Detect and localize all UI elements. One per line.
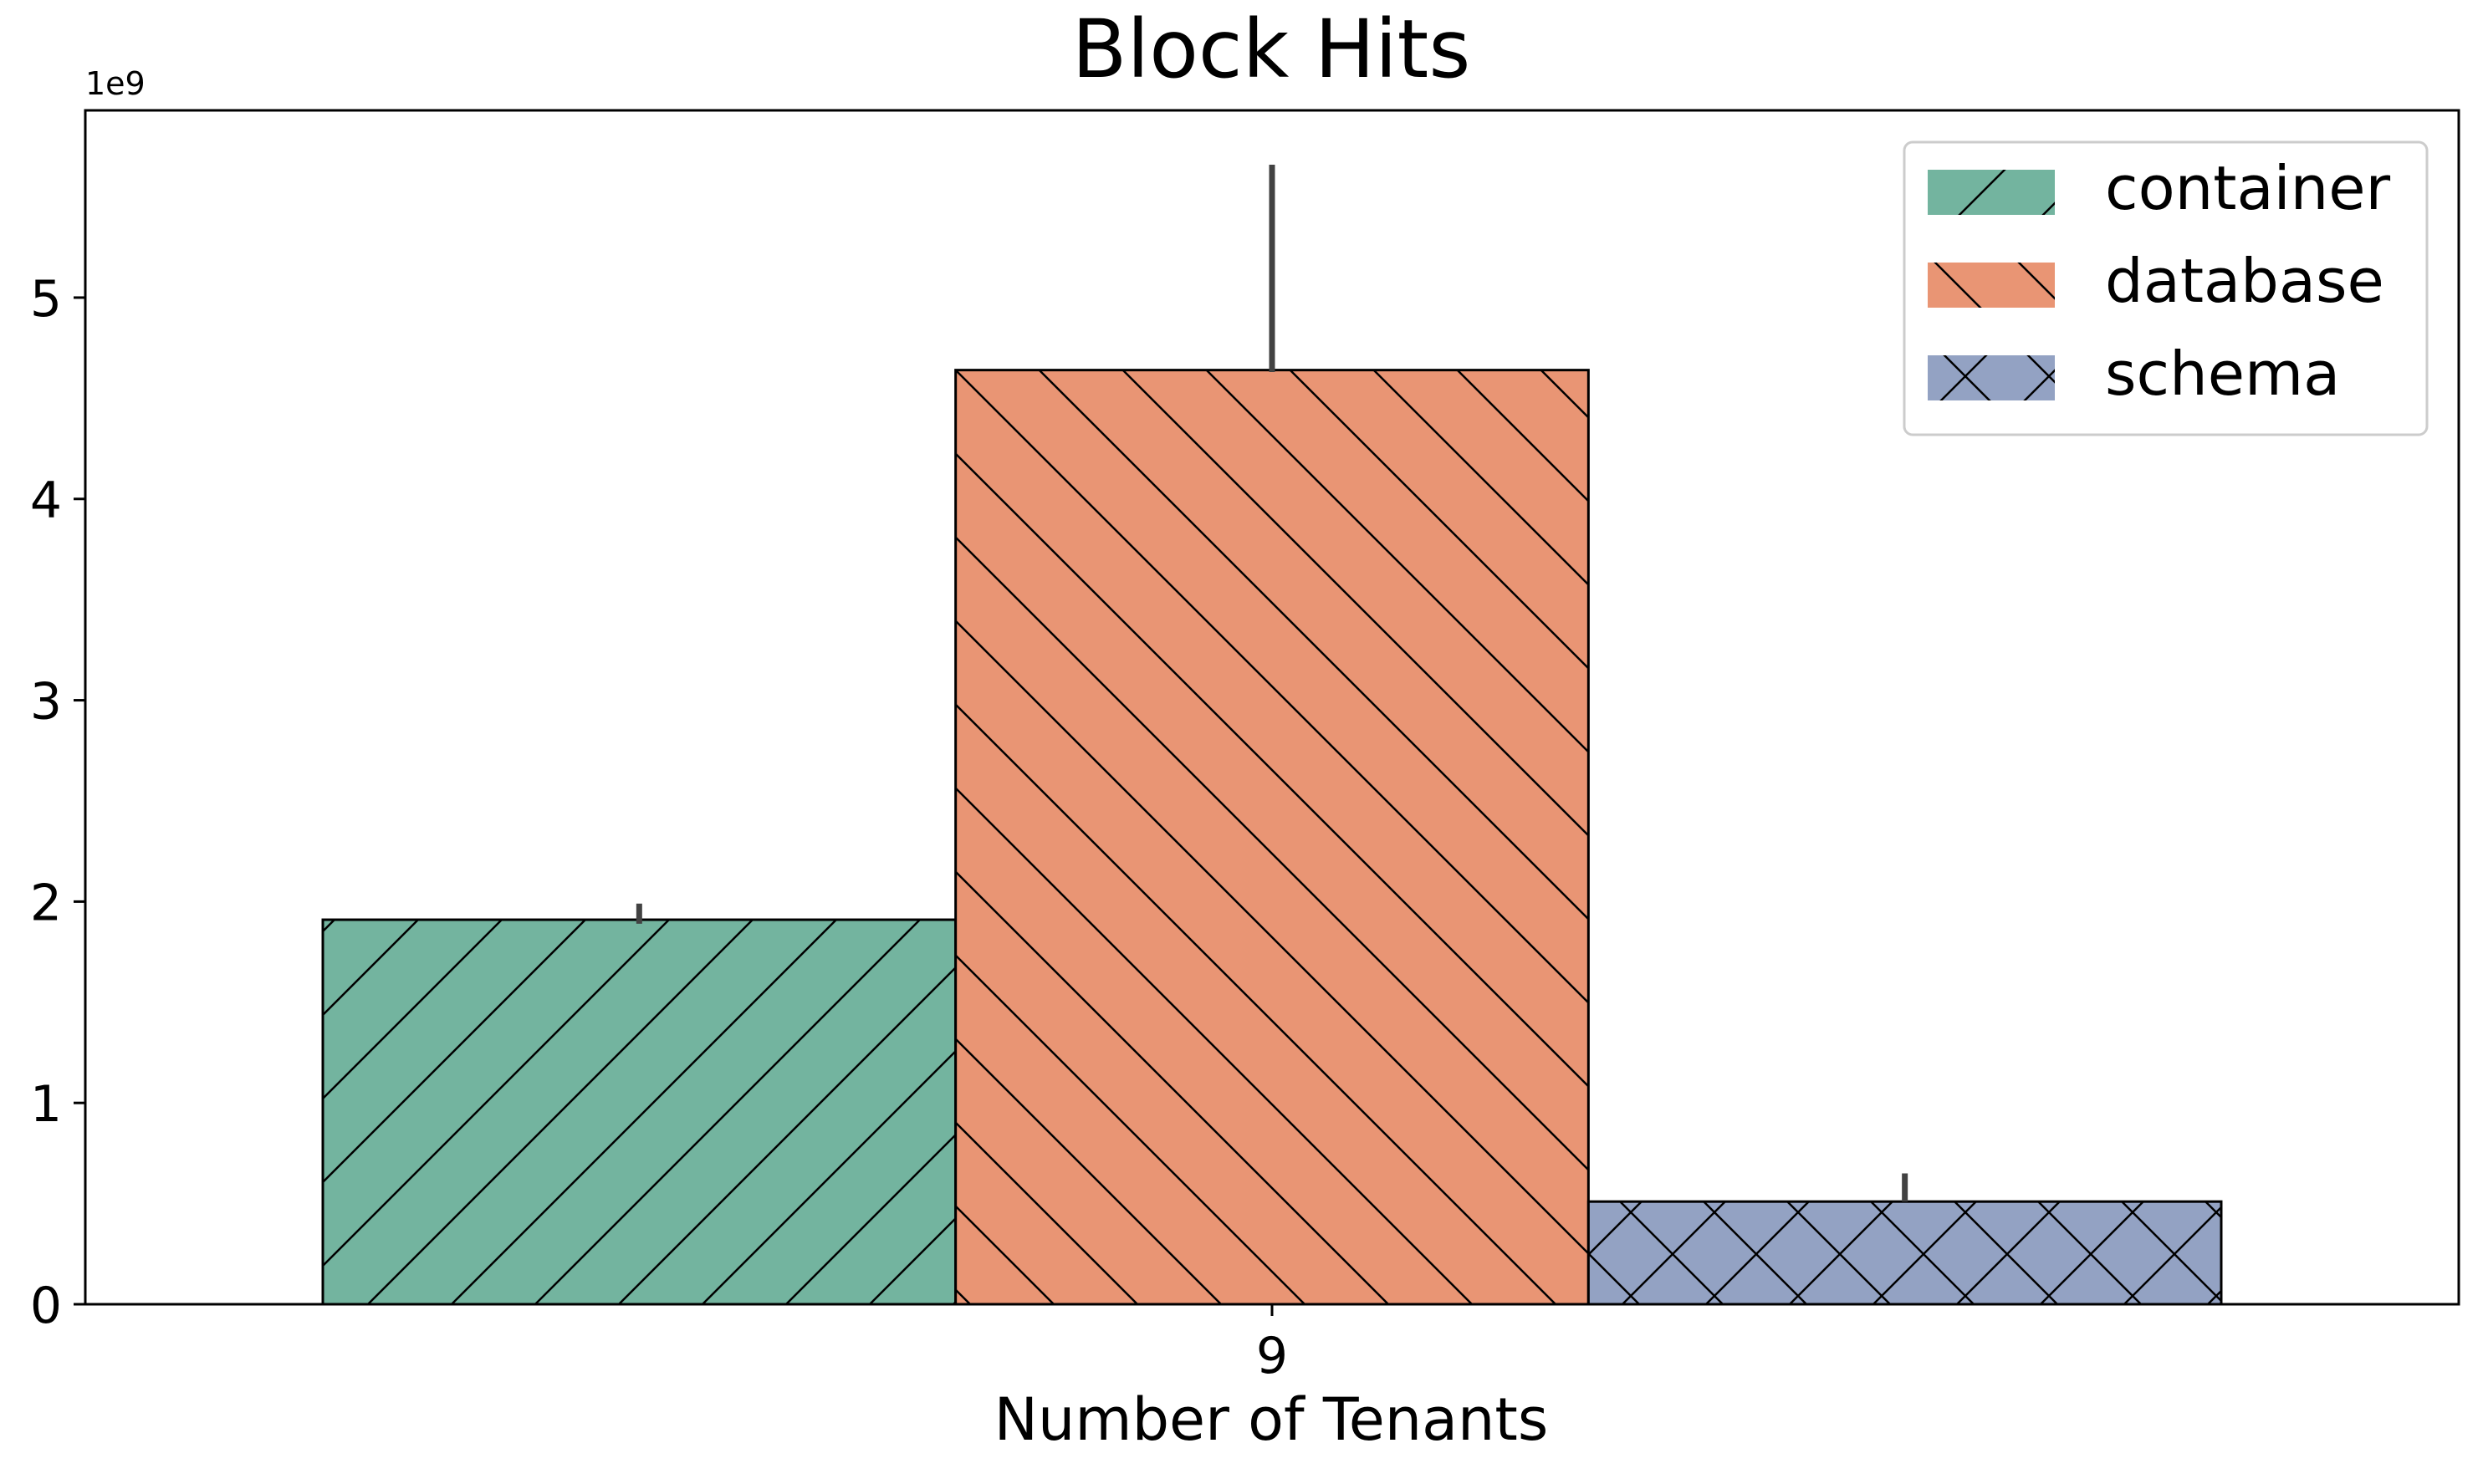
legend-label: database (2105, 246, 2384, 316)
y-axis: 0 1 2 3 4 5 (30, 270, 85, 1335)
y-tick-label: 1 (30, 1075, 62, 1134)
legend-swatch (1928, 263, 2055, 308)
y-tick-label: 0 (30, 1277, 62, 1335)
x-axis-label: Number of Tenants (994, 1385, 1549, 1454)
bar-container (321, 918, 958, 1306)
bar-database (954, 369, 1590, 1306)
x-axis: 9 (1256, 1304, 1288, 1385)
x-tick-label: 9 (1256, 1327, 1288, 1385)
bars-layer (321, 369, 2223, 1306)
y-tick-label: 3 (30, 673, 62, 732)
y-tick-label: 2 (30, 874, 62, 932)
legend: container database schema (1903, 140, 2429, 436)
legend-label: schema (2105, 339, 2340, 409)
legend-label: container (2105, 153, 2391, 223)
y-scale-label: 1e9 (85, 65, 146, 102)
y-tick-label: 5 (30, 270, 62, 329)
legend-entries: container database schema (1928, 153, 2391, 409)
legend-swatch (1928, 355, 2055, 400)
bar-schema (1586, 1200, 2223, 1306)
legend-swatch (1928, 170, 2055, 215)
error-bars-layer (636, 165, 1908, 1202)
y-tick-label: 4 (30, 472, 62, 530)
chart-title: Block Hits (1072, 3, 1471, 96)
